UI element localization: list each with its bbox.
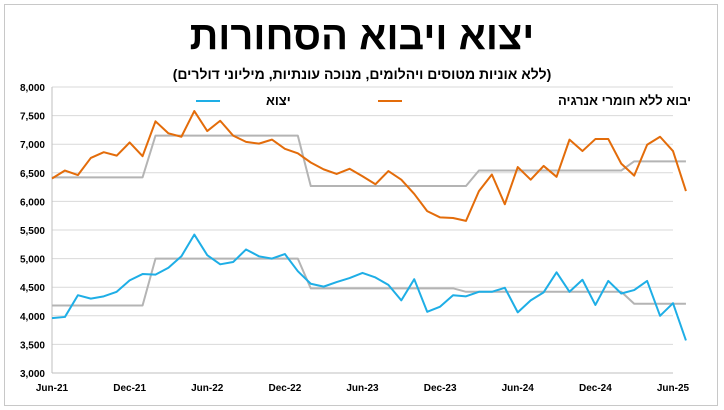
chart-subtitle: (ללא אוניות מטוסים ויהלומים, מנוכה עונתי… xyxy=(172,66,552,82)
y-tick-label: 5,000 xyxy=(20,255,45,266)
gridlines xyxy=(52,86,673,374)
x-axis: Jun-21 Dec-21 Jun-22 Dec-22 Jun-23 Dec-23 Jun-… xyxy=(36,372,690,394)
legend-label-export: יצוא xyxy=(266,93,291,108)
y-axis: 3,000 3,500 4,000 4,500 5,000 5,500 6,000 6,500… xyxy=(20,83,53,380)
series-line-0 xyxy=(51,110,687,222)
x-tick-label: Jun-24 xyxy=(502,383,535,394)
series-lines xyxy=(51,110,687,341)
x-tick-label: Dec-24 xyxy=(579,383,612,394)
y-tick-label: 8,000 xyxy=(20,83,45,94)
y-tick-label: 3,500 xyxy=(20,340,45,351)
y-tick-label: 4,500 xyxy=(20,283,45,294)
y-tick-label: 4,000 xyxy=(20,312,45,323)
x-tick-label: Jun-23 xyxy=(346,383,379,394)
y-tick-label: 3,000 xyxy=(20,369,45,380)
chart-frame xyxy=(4,4,718,406)
y-tick-label: 5,500 xyxy=(20,226,45,237)
trend-line-1 xyxy=(52,134,686,187)
legend: יצוא יבוא ללא חומרי אנרגיה xyxy=(196,93,691,108)
x-tick-label: Dec-22 xyxy=(268,383,301,394)
x-tick-label: Dec-23 xyxy=(424,383,457,394)
legend-label-import: יבוא ללא חומרי אנרגיה xyxy=(558,93,691,108)
chart-title: יצוא ויבוא הסחורות xyxy=(189,14,535,58)
x-tick-label: Jun-25 xyxy=(657,383,690,394)
x-tick-label: Dec-21 xyxy=(113,383,146,394)
trend-line-3 xyxy=(52,257,686,307)
y-tick-label: 6,000 xyxy=(20,197,45,208)
y-tick-label: 6,500 xyxy=(20,169,45,180)
y-tick-label: 7,500 xyxy=(20,112,45,123)
y-tick-label: 7,000 xyxy=(20,140,45,151)
series-line-2 xyxy=(51,233,687,341)
x-tick-label: Jun-22 xyxy=(191,383,224,394)
x-tick-label: Jun-21 xyxy=(36,383,69,394)
